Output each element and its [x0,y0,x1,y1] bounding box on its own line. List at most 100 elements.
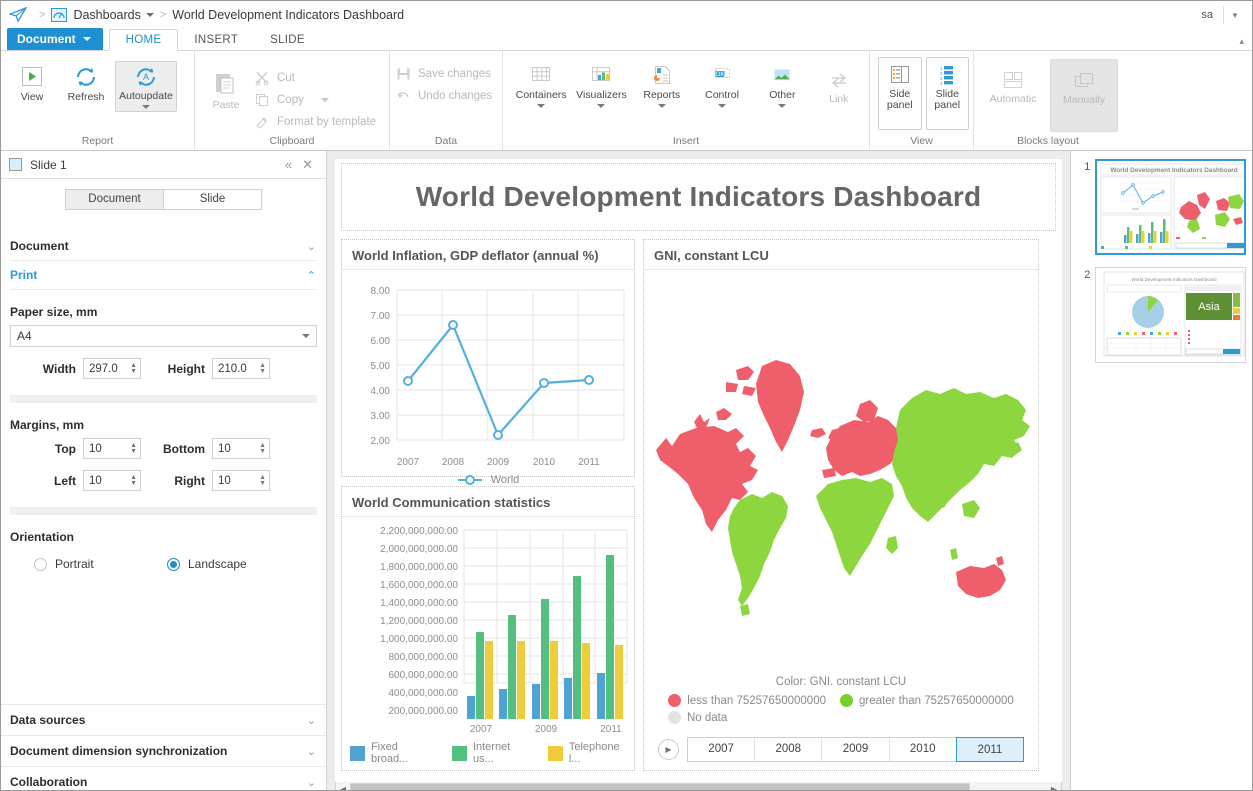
map-legend-item-greater-than[interactable]: greater than 75257650000000 [840,694,1014,707]
bar-chart[interactable]: 2,200,000,000.00 2,000,000,000.00 1,800,… [342,517,634,735]
visualizers-dropdown-icon[interactable] [597,104,606,108]
orientation-portrait-option[interactable]: Portrait [34,557,167,571]
reports-dropdown-icon[interactable] [657,104,666,108]
width-stepper[interactable]: 297.0 ▲ ▼ [83,358,141,379]
cut-button[interactable]: Cut [255,71,376,85]
app-logo-icon[interactable] [9,7,27,23]
copy-dropdown-icon[interactable] [320,98,329,102]
top-margin-label: Top [54,441,76,456]
line-chart[interactable]: 8.00 7.00 6.00 5.00 4.00 3.00 2.00 2007 … [342,270,634,475]
stepper-arrows-icon[interactable]: ▲ ▼ [259,474,266,487]
map-legend-item-no-data[interactable]: No data [668,711,727,724]
accordion-print[interactable]: Print ⌃ [10,261,317,290]
other-dropdown-icon[interactable] [778,104,787,108]
svg-text:4: 4 [940,81,943,86]
panel-world-inflation[interactable]: World Inflation, GDP deflator (annual %) [341,239,635,486]
user-menu-caret-icon[interactable]: ▾ [1232,9,1238,20]
user-account-label[interactable]: sa [1201,9,1213,21]
svg-text:2011: 2011 [578,457,600,468]
containers-dropdown-icon[interactable] [537,104,546,108]
reports-label: Reports [643,89,681,101]
panel-communication-stats[interactable]: World Communication statistics [341,486,635,771]
view-button[interactable]: View [5,61,59,105]
legend-label-world[interactable]: World [490,474,520,486]
paste-button[interactable]: Paste [199,61,253,113]
slide-thumbnail-1[interactable]: World Development Indicators Dashboard [1095,159,1246,255]
canvas-horizontal-scrollbar[interactable]: ◀ ▶ [335,782,1062,791]
side-panel-collapse-icon[interactable]: « [284,157,293,172]
accordion-document[interactable]: Document ⌄ [10,232,317,261]
stepper-arrows-icon[interactable]: ▲ ▼ [130,362,137,375]
slide-thumbnail-row-2[interactable]: 2 World Development Indicators Dashboard [1077,267,1246,363]
right-margin-stepper[interactable]: 10 ▲ ▼ [212,470,270,491]
ribbon-collapse-icon[interactable]: ▴ [1239,36,1244,46]
copy-button[interactable]: Copy [255,93,376,107]
control-dropdown-icon[interactable] [718,104,727,108]
automatic-layout-button[interactable]: Automatic [980,59,1046,107]
accordion-collaboration[interactable]: Collaboration ⌄ [1,767,326,790]
dashboard-folder-icon[interactable] [51,8,68,22]
year-button-2007[interactable]: 2007 [688,738,756,761]
accordion-data-sources-label: Data sources [10,713,86,727]
dashboard-title-block[interactable]: World Development Indicators Dashboard [341,163,1056,231]
stepper-arrows-icon[interactable]: ▲ ▼ [130,442,137,455]
breadcrumb-dashboards-link[interactable]: Dashboards [73,8,141,22]
segtab-document[interactable]: Document [65,189,163,210]
tab-slide[interactable]: SLIDE [254,30,321,50]
world-map[interactable] [644,270,1038,660]
year-button-2010[interactable]: 2010 [889,738,957,761]
manually-layout-button[interactable]: Manually [1050,59,1118,132]
scroll-left-arrow-icon[interactable]: ◀ [339,784,347,791]
year-button-2009[interactable]: 2009 [822,738,890,761]
breadcrumb-dropdown-icon[interactable] [145,13,154,17]
scrollbar-thumb[interactable] [350,782,971,790]
link-button[interactable]: Link [812,59,865,107]
legend-label-telephone-lines[interactable]: Telephone l... [568,741,620,765]
autoupdate-dropdown-icon[interactable] [142,105,150,109]
chevron-down-icon [302,334,310,338]
scrollbar-track[interactable] [350,782,1047,790]
map-region-iceland [810,428,826,438]
play-icon[interactable]: ▶ [658,739,679,760]
top-margin-stepper[interactable]: 10 ▲ ▼ [83,438,141,459]
radio-portrait-icon[interactable] [34,557,47,571]
save-changes-button[interactable]: Save changes [396,67,492,81]
legend-label-internet-users[interactable]: Internet us... [472,741,511,765]
side-panel-close-icon[interactable]: ✕ [302,156,313,172]
slide-thumbnail-2[interactable]: World Development Indicators Dashboard [1095,267,1246,363]
visualizers-button[interactable]: Visualizers [571,59,631,110]
accordion-data-sources[interactable]: Data sources ⌄ [1,705,326,736]
height-stepper[interactable]: 210.0 ▲ ▼ [212,358,270,379]
stepper-arrows-icon[interactable]: ▲ ▼ [259,362,266,375]
slide-canvas[interactable]: World Development Indicators Dashboard W… [335,159,1062,782]
refresh-button[interactable]: Refresh [59,61,113,105]
stepper-arrows-icon[interactable]: ▲ ▼ [259,442,266,455]
tab-insert[interactable]: INSERT [178,30,254,50]
paper-size-select[interactable]: A4 [10,325,317,347]
bottom-margin-stepper[interactable]: 10 ▲ ▼ [212,438,270,459]
radio-landscape-icon[interactable] [167,557,180,571]
control-button[interactable]: OK Control [692,59,752,110]
accordion-dimension-sync[interactable]: Document dimension synchronization ⌄ [1,736,326,767]
year-button-2011[interactable]: 2011 [955,737,1025,762]
map-legend-item-less-than[interactable]: less than 75257650000000 [668,694,826,707]
autoupdate-button[interactable]: A Autoupdate [115,61,177,112]
legend-label-fixed-broadband[interactable]: Fixed broad... [370,741,409,765]
undo-changes-button[interactable]: Undo changes [396,89,492,103]
scroll-right-arrow-icon[interactable]: ▶ [1050,784,1058,791]
side-panel-button[interactable]: Side panel [878,57,922,130]
slide-thumbnail-row-1[interactable]: 1 World Development Indicators Dashboard [1077,159,1246,255]
orientation-landscape-option[interactable]: Landscape [167,557,247,571]
document-menu-button[interactable]: Document [7,28,103,50]
reports-button[interactable]: Reports [632,59,692,110]
other-button[interactable]: Other [752,59,812,110]
segtab-slide[interactable]: Slide [163,189,262,210]
year-button-2008[interactable]: 2008 [755,738,823,761]
panel-gni-map[interactable]: GNI, constant LCU [643,239,1039,771]
format-by-template-button[interactable]: Format by template [255,115,376,129]
left-margin-stepper[interactable]: 10 ▲ ▼ [83,470,141,491]
stepper-arrows-icon[interactable]: ▲ ▼ [130,474,137,487]
tab-home[interactable]: HOME [108,29,179,51]
containers-button[interactable]: Containers [511,59,571,110]
